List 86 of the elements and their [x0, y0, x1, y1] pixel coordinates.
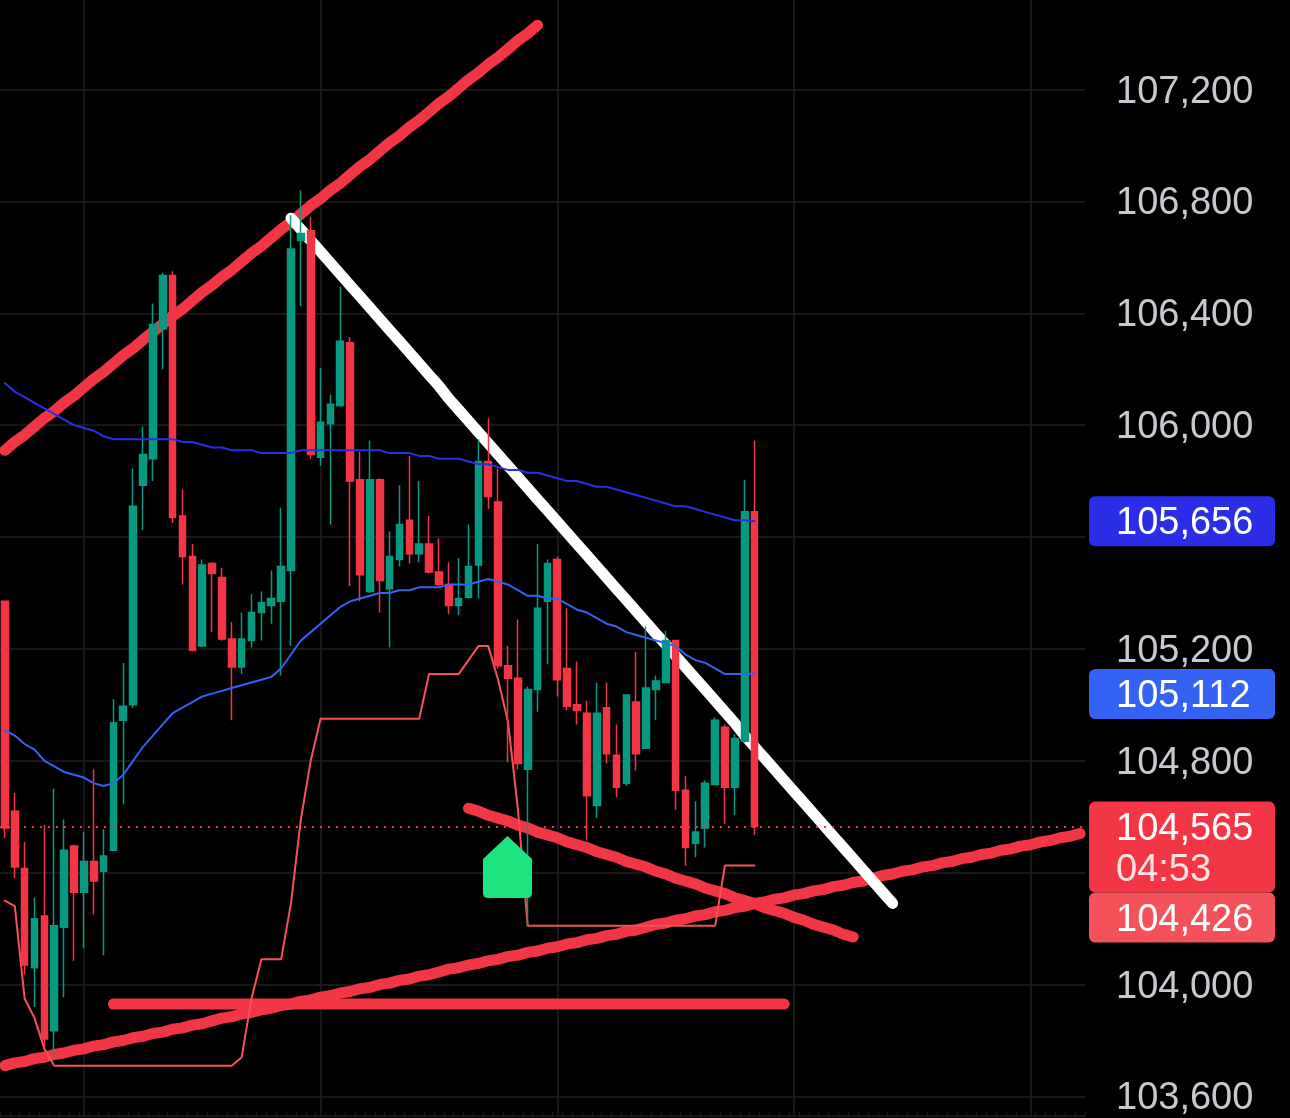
candlestick	[710, 716, 720, 786]
candlestick	[20, 841, 29, 976]
candlestick	[197, 558, 207, 649]
line-series	[3, 382, 756, 523]
candlestick	[138, 425, 148, 531]
line-series	[3, 645, 756, 1067]
candlestick	[533, 543, 542, 713]
candlestick	[474, 438, 483, 600]
candlestick	[59, 818, 69, 998]
candlestick	[493, 467, 503, 670]
candlestick	[434, 537, 444, 587]
candlestick	[483, 417, 493, 510]
text: 104,426	[1116, 896, 1254, 939]
candlestick	[651, 674, 661, 721]
line-series	[3, 577, 756, 787]
candlestick	[365, 439, 375, 594]
candlestick	[118, 662, 128, 805]
candlestick	[266, 569, 276, 625]
candlestick	[286, 214, 296, 647]
candlestick	[227, 621, 237, 721]
y-tick-label: 106,000	[1116, 404, 1254, 447]
candlestick	[661, 629, 671, 684]
candlestick	[464, 523, 473, 600]
candlestick	[503, 645, 513, 763]
candlestick	[414, 480, 424, 563]
y-tick-label: 107,200	[1116, 68, 1254, 111]
candlestick	[188, 543, 197, 653]
candlestick	[424, 515, 434, 575]
candlestick	[631, 650, 641, 772]
candlestick	[454, 557, 463, 617]
candlestick	[217, 567, 227, 642]
candlestick	[592, 681, 602, 819]
candlestick	[395, 484, 404, 568]
candlestick	[326, 393, 335, 526]
candlestick	[99, 828, 108, 956]
candlestick	[128, 467, 138, 709]
candlestick	[740, 478, 750, 744]
candlestick	[207, 561, 217, 633]
candlestick	[109, 698, 118, 852]
candlestick	[306, 216, 316, 460]
candlestick	[40, 824, 49, 1049]
candlestick	[552, 555, 562, 698]
y-tick-label: 103,600	[1116, 1075, 1254, 1118]
candlestick	[602, 681, 611, 765]
text: 105,656	[1116, 500, 1254, 543]
candlestick	[691, 800, 700, 859]
candlestick	[335, 285, 345, 408]
candlestick	[730, 733, 740, 817]
y-tick-label: 106,800	[1116, 180, 1254, 223]
y-tick-label: 104,000	[1116, 963, 1254, 1006]
candlestick	[355, 450, 365, 603]
candlestick	[562, 607, 572, 712]
candlestick	[572, 660, 582, 726]
candlestick	[79, 831, 89, 949]
candlestick	[30, 897, 39, 1008]
candlestick	[237, 611, 246, 675]
candlestick	[178, 488, 187, 586]
candlestick	[612, 723, 621, 798]
candlestick	[276, 506, 286, 677]
candlestick	[316, 367, 325, 467]
candlestick	[720, 723, 730, 825]
candlestick	[247, 593, 256, 649]
candlestick	[671, 639, 680, 811]
candlestick	[523, 685, 533, 927]
candlestick	[543, 558, 552, 666]
candlestick	[158, 271, 168, 370]
candlestick	[257, 590, 266, 642]
candlestick	[622, 694, 631, 787]
y-tick-label: 104,800	[1116, 739, 1254, 782]
y-tick-label: 105,200	[1116, 627, 1254, 670]
candlestick	[69, 843, 79, 962]
y-tick-label: 106,400	[1116, 292, 1254, 335]
candlestick	[641, 625, 651, 749]
candlestick	[700, 779, 710, 849]
candlestick	[49, 788, 59, 1059]
candlestick	[89, 768, 99, 916]
candlestick	[513, 618, 523, 770]
candlestick	[405, 455, 414, 565]
ref-line-label: 104,565	[1116, 805, 1254, 848]
candlestick	[148, 302, 158, 482]
candlestick	[375, 477, 385, 614]
candlestick	[296, 189, 306, 308]
text: 04:53	[1116, 846, 1212, 889]
candlestick	[345, 336, 355, 587]
candlestick	[385, 530, 394, 649]
text: 105,112	[1116, 672, 1251, 715]
